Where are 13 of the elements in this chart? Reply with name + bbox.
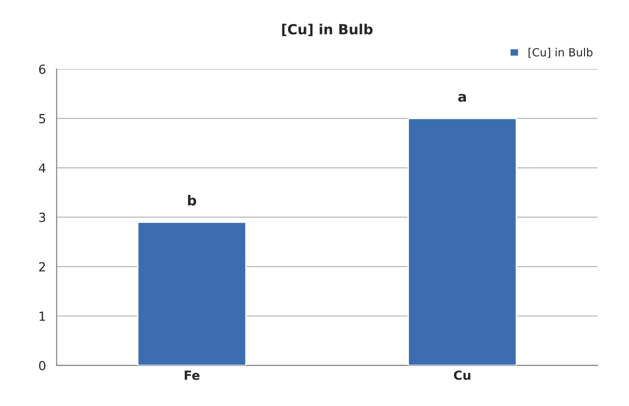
y-tick-label: 1 (40, 312, 46, 321)
y-tick-label: 0 (39, 360, 46, 370)
y-tick-label: 4 (38, 163, 46, 173)
annotation: a (458, 94, 466, 102)
y-tick-label: 2 (39, 262, 45, 272)
x-tick-label: Fe (184, 370, 200, 380)
annotation: b (188, 194, 196, 206)
y-tick-label: 6 (39, 64, 46, 74)
chart-title: [Cu] in Bulb (282, 24, 373, 36)
x-tick-label: Cu (454, 370, 470, 380)
legend-label: [Cu] in Bulb (528, 48, 592, 58)
y-tick-label: 5 (39, 114, 46, 124)
y-tick-label: 3 (39, 212, 46, 222)
